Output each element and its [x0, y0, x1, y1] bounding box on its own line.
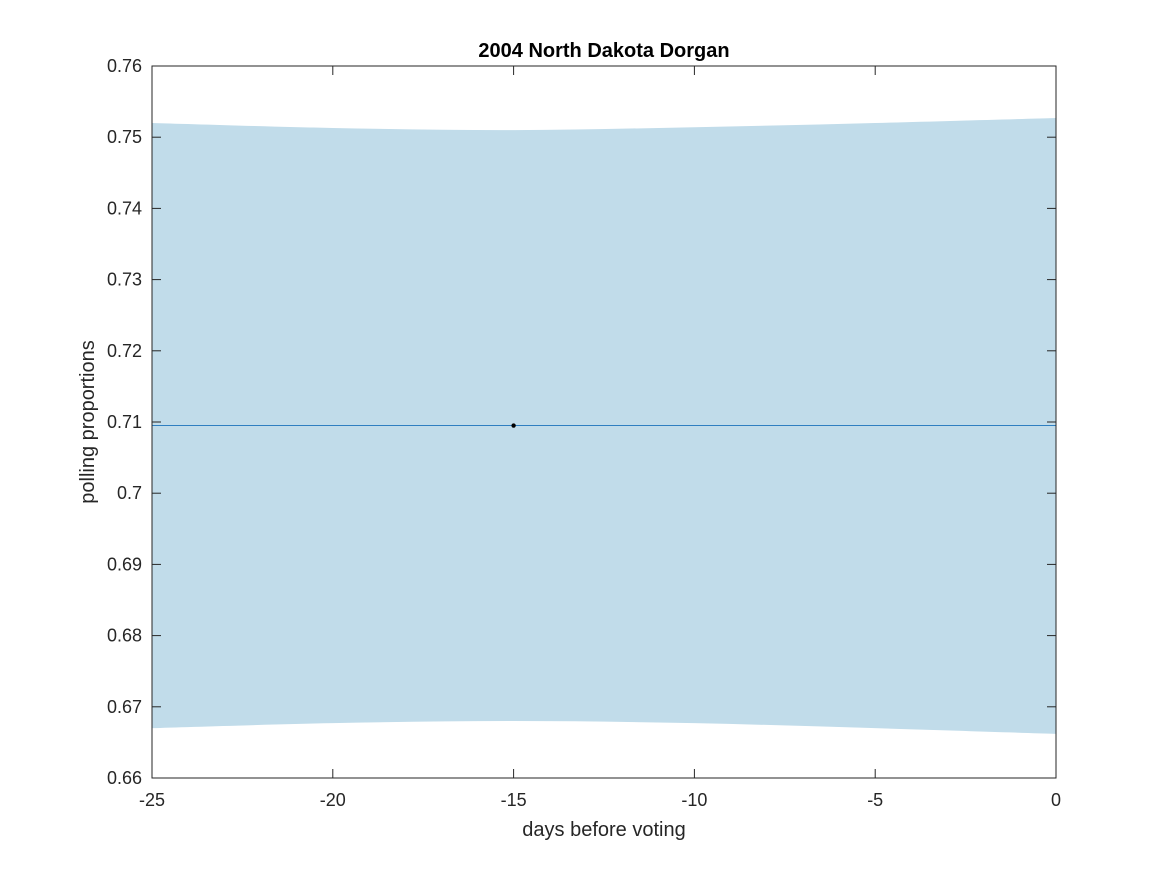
x-tick-label: -20 — [320, 790, 346, 810]
y-tick-label: 0.67 — [107, 697, 142, 717]
y-tick-label: 0.72 — [107, 341, 142, 361]
y-tick-label: 0.71 — [107, 412, 142, 432]
x-tick-label: -5 — [867, 790, 883, 810]
y-axis-title: polling proportions — [77, 340, 99, 503]
y-tick-label: 0.7 — [117, 483, 142, 503]
y-tick-label: 0.66 — [107, 768, 142, 788]
x-tick-label: 0 — [1051, 790, 1061, 810]
poll-point — [511, 423, 516, 428]
y-tick-label: 0.74 — [107, 198, 142, 218]
x-tick-label: -15 — [501, 790, 527, 810]
y-tick-label: 0.76 — [107, 56, 142, 76]
x-tick-label: -10 — [681, 790, 707, 810]
chart-title: 2004 North Dakota Dorgan — [478, 40, 729, 62]
x-tick-label: -25 — [139, 790, 165, 810]
y-tick-label: 0.69 — [107, 554, 142, 574]
y-tick-label: 0.75 — [107, 127, 142, 147]
x-axis-title: days before voting — [522, 819, 685, 841]
y-tick-label: 0.68 — [107, 626, 142, 646]
y-tick-label: 0.73 — [107, 270, 142, 290]
